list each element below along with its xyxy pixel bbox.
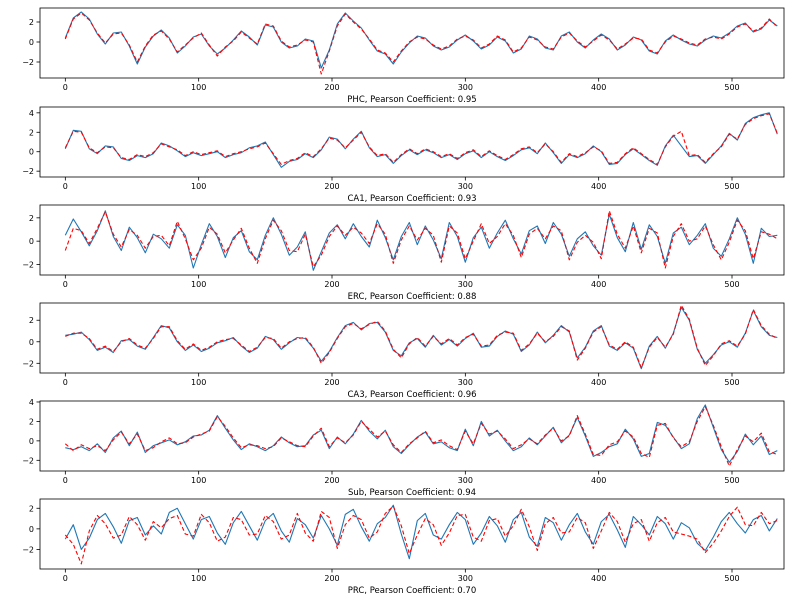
predicted-series-line — [65, 304, 778, 369]
y-tick-label: 0 — [29, 437, 34, 446]
axes-frame — [39, 106, 785, 178]
y-tick-label: −2 — [22, 456, 34, 465]
x-tick-label: 100 — [191, 182, 206, 191]
subplot-caption: ERC, Pearson Coefficient: 0.88 — [348, 292, 477, 302]
y-tick-label: 2 — [29, 214, 34, 223]
y-tick-label: 0 — [29, 148, 34, 157]
x-tick-label: 0 — [63, 280, 68, 289]
x-tick-label: 0 — [63, 83, 68, 92]
predicted-series-line — [64, 505, 778, 565]
x-tick-label: 100 — [191, 574, 206, 583]
x-tick-label: 400 — [591, 476, 606, 485]
x-tick-label: 300 — [458, 280, 473, 289]
y-tick-label: 2 — [29, 128, 34, 137]
x-tick-label: 400 — [591, 182, 606, 191]
subplot-caption: CA1, Pearson Coefficient: 0.93 — [347, 194, 476, 204]
subplot-5: 0 100 200 300 400 500 −2 0 2 4 Sub, Pearson Coeffi… — [22, 398, 785, 498]
x-tick-label: 400 — [591, 83, 606, 92]
axes-frame — [39, 302, 785, 374]
x-tick-label: 100 — [191, 378, 206, 387]
x-tick-label: 100 — [191, 83, 206, 92]
x-tick-label: 300 — [458, 182, 473, 191]
y-tick-label: 0 — [29, 237, 34, 246]
x-tick-label: 200 — [324, 182, 339, 191]
subplot-caption: PRC, Pearson Coefficient: 0.70 — [348, 586, 476, 596]
subplot-4: 0 100 200 300 400 500 −2 0 2 CA3, Pearson Coeffic… — [22, 302, 785, 400]
actual-series-line — [64, 112, 778, 168]
y-tick-label: −2 — [22, 167, 34, 176]
predicted-series-line — [64, 12, 778, 75]
x-tick-label: 0 — [63, 182, 68, 191]
y-tick-label: 4 — [29, 109, 34, 118]
subplot-caption: Sub, Pearson Coefficient: 0.94 — [348, 488, 476, 498]
x-tick-label: 300 — [458, 378, 473, 387]
y-tick-label: 2 — [29, 417, 34, 426]
y-tick-label: 0 — [29, 38, 34, 47]
x-tick-label: 300 — [458, 83, 473, 92]
x-tick-label: 100 — [191, 476, 206, 485]
x-tick-label: 0 — [63, 476, 68, 485]
actual-series-line — [64, 210, 778, 271]
predicted-series-line — [64, 113, 778, 165]
x-tick-label: 500 — [724, 378, 739, 387]
x-tick-label: 500 — [724, 83, 739, 92]
predicted-series-line — [64, 406, 778, 467]
y-tick-label: 0 — [29, 525, 34, 534]
x-tick-label: 500 — [724, 574, 739, 583]
x-tick-label: 500 — [724, 280, 739, 289]
y-tick-label: 4 — [29, 398, 34, 407]
x-tick-label: 200 — [324, 378, 339, 387]
y-tick-label: −2 — [22, 261, 34, 270]
x-tick-label: 400 — [591, 280, 606, 289]
predicted-series-line — [64, 210, 778, 269]
subplot-2: 0 100 200 300 400 500 −2 0 2 4 CA1, Pearson Coeffi… — [22, 106, 785, 204]
subplot-3: 0 100 200 300 400 500 −2 0 2 ERC, Pearson Coeffic… — [22, 204, 785, 302]
x-tick-label: 500 — [724, 476, 739, 485]
axes-frame — [39, 498, 785, 570]
subplot-6: 0 100 200 300 400 500 −2 0 2 PRC, Pearson Coeffic… — [22, 498, 785, 596]
x-tick-label: 0 — [63, 574, 68, 583]
actual-series-line — [64, 504, 778, 560]
x-tick-label: 200 — [324, 574, 339, 583]
x-tick-label: 200 — [324, 83, 339, 92]
x-tick-label: 300 — [458, 476, 473, 485]
x-tick-label: 400 — [591, 378, 606, 387]
subplot-1: 0 100 200 300 400 500 −2 0 2 PHC, Pearson Coeffic… — [22, 7, 785, 105]
axes-frame — [39, 400, 785, 472]
y-tick-label: −2 — [22, 359, 34, 368]
y-tick-label: 2 — [29, 18, 34, 27]
y-tick-label: 2 — [29, 316, 34, 325]
x-tick-label: 200 — [324, 476, 339, 485]
axes-frame — [39, 204, 785, 276]
y-tick-label: 0 — [29, 338, 34, 347]
x-tick-label: 400 — [591, 574, 606, 583]
axes-frame — [39, 7, 785, 79]
actual-series-line — [64, 11, 778, 69]
y-tick-label: −2 — [22, 545, 34, 554]
subplot-caption: PHC, Pearson Coefficient: 0.95 — [347, 95, 476, 105]
subplot-caption: CA3, Pearson Coefficient: 0.96 — [347, 390, 476, 400]
y-tick-label: −2 — [22, 58, 34, 67]
x-tick-label: 100 — [191, 280, 206, 289]
x-tick-label: 0 — [63, 378, 68, 387]
x-tick-label: 300 — [458, 574, 473, 583]
x-tick-label: 200 — [324, 280, 339, 289]
x-tick-label: 500 — [724, 182, 739, 191]
y-tick-label: 2 — [29, 504, 34, 513]
